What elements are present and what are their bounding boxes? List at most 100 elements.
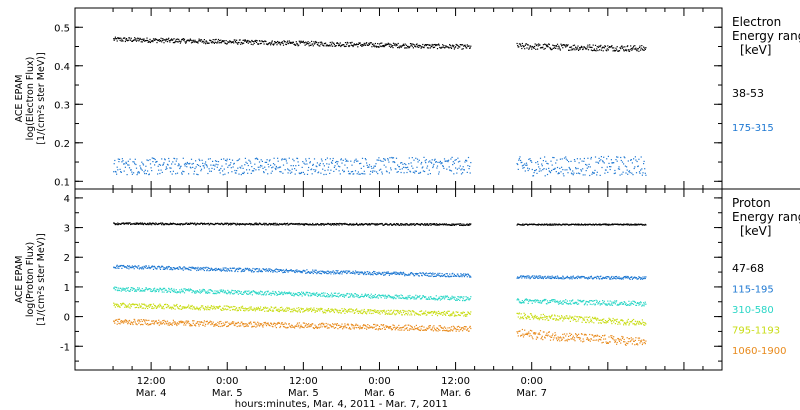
data-point [233,42,235,44]
data-point [220,223,222,225]
data-point [398,47,400,49]
data-point [142,163,144,165]
data-point [206,307,208,309]
data-point [516,277,518,279]
data-point [223,270,225,272]
data-point [214,165,216,167]
data-point [388,172,390,174]
data-point [366,223,368,225]
data-point [546,173,549,176]
data-point [551,223,553,225]
data-point [443,167,445,169]
data-point [278,41,280,43]
data-point [369,310,371,312]
data-point [602,50,604,52]
data-point [363,42,365,44]
data-point [182,170,184,172]
data-point [621,45,623,47]
series-proton-3 [113,302,647,326]
data-point [431,43,433,46]
data-point [570,303,572,305]
data-point [402,163,404,165]
data-point [238,158,241,160]
data-point [457,161,460,163]
data-point [124,222,126,225]
data-point [413,298,415,300]
data-point [429,275,431,277]
data-point [141,268,143,270]
data-point [441,296,443,298]
data-point [595,161,597,163]
data-point [188,288,190,290]
data-point [341,293,343,296]
data-point [313,158,316,160]
data-point [368,271,371,273]
data-point [415,294,417,296]
data-point [374,224,376,226]
data-point [186,289,188,291]
data-point [159,164,162,166]
data-point [263,294,265,296]
data-point [194,268,196,270]
data-point [644,168,646,170]
data-point [422,272,424,274]
data-point [587,49,590,51]
data-point [565,156,567,158]
data-point [456,44,458,46]
data-point [516,224,518,226]
data-point [387,309,389,311]
data-point [282,44,285,46]
data-point [630,223,632,225]
data-point [605,169,607,171]
data-point [366,273,368,275]
data-point [197,266,199,268]
data-point [255,291,257,293]
data-point [575,301,577,303]
data-point [632,300,634,302]
data-point [408,310,410,312]
data-point [203,165,205,167]
data-point [408,163,410,165]
data-point [363,273,365,276]
data-point [343,170,345,172]
data-point [210,40,212,42]
data-point [582,300,584,302]
data-point [645,174,647,176]
data-point [429,223,431,225]
data-point [169,223,171,225]
data-point [427,298,429,300]
data-point [296,307,298,309]
data-point [339,166,341,168]
data-point [616,300,618,302]
data-point [432,223,434,226]
data-point [158,291,160,293]
data-point [578,162,580,164]
data-point [630,223,632,225]
data-point [234,290,236,292]
data-point [356,308,358,310]
data-point [606,304,608,306]
data-point [193,291,196,293]
data-point [138,39,140,41]
data-point [574,160,576,162]
data-point [115,171,117,173]
data-point [179,223,181,225]
data-point [193,41,196,43]
data-point [296,311,299,313]
data-point [143,38,145,40]
data-point [113,38,115,40]
data-point [165,40,167,42]
data-point [145,287,147,289]
data-point [613,49,615,51]
data-point [467,165,469,167]
data-point [135,38,137,40]
data-point [350,160,352,162]
data-point [606,48,608,50]
data-point [387,272,389,274]
data-point [193,267,196,269]
data-point [238,224,241,226]
data-point [356,43,358,46]
data-point [437,313,439,315]
data-point [305,223,307,225]
data-point [271,292,273,295]
